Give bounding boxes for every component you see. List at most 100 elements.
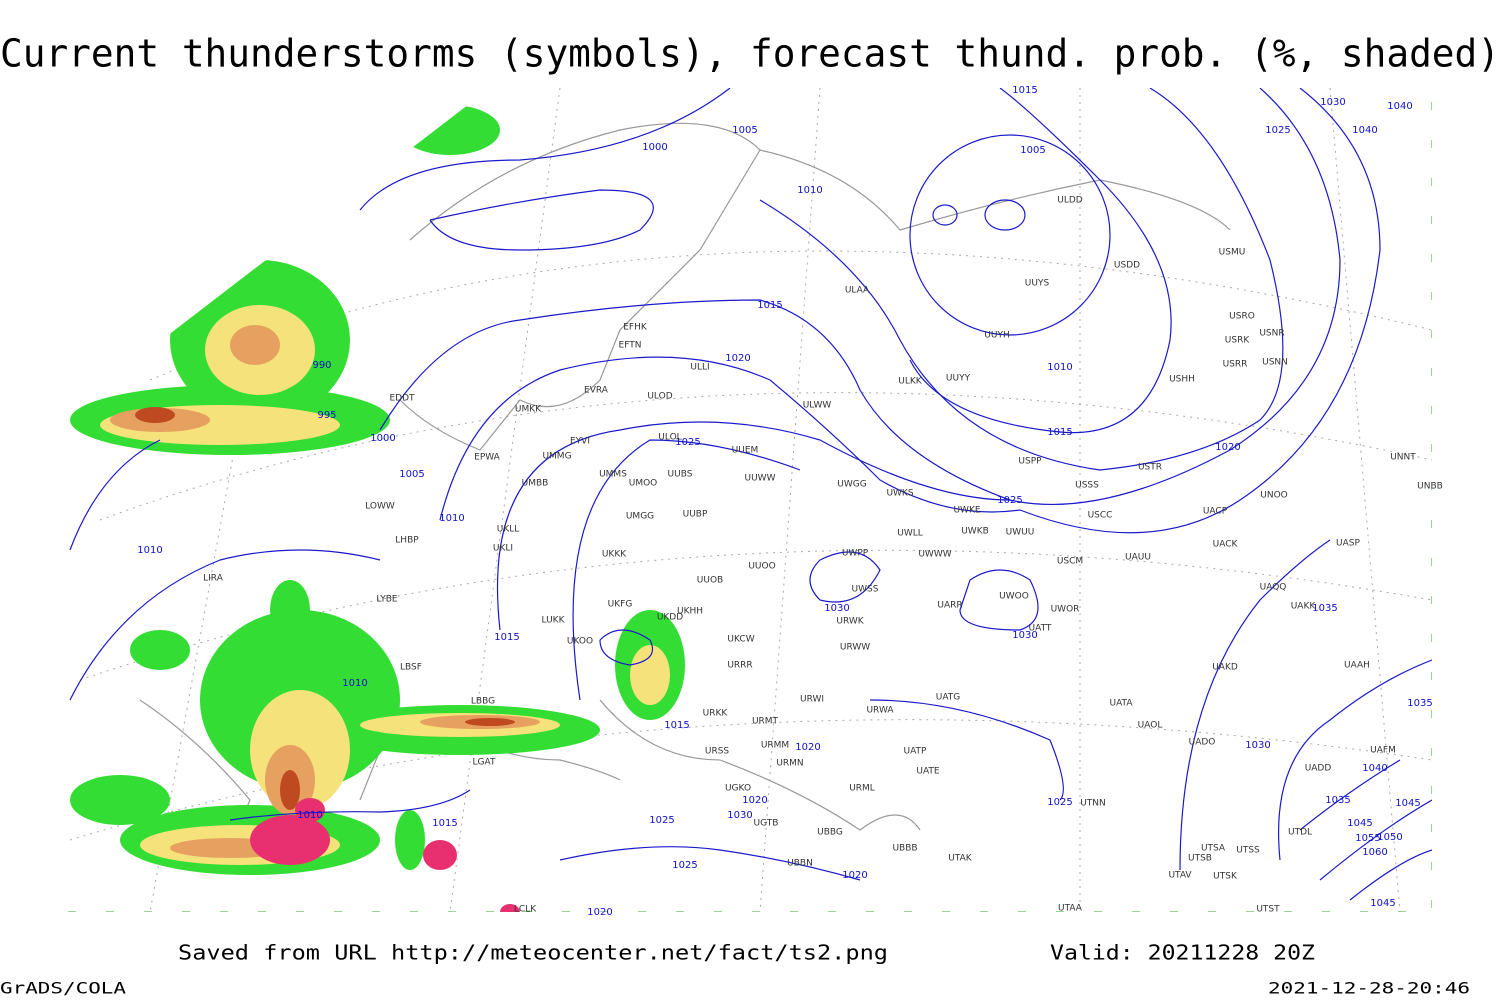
station-label: UATG [936,693,961,703]
isobar-label: 1015 [432,818,457,829]
isobar-label: 1020 [795,742,820,753]
isobar-label: 1045 [1347,818,1372,829]
station-label: UWGG [837,480,866,490]
isobar-label: 1005 [399,469,424,480]
isobar-label: 1030 [727,810,752,821]
station-label: UKDD [657,613,683,623]
station-label: UTSB [1188,854,1212,864]
station-label: UWWW [918,550,951,560]
station-label: EVRA [584,386,609,396]
isobar-label: 1020 [742,795,767,806]
isobar-label: 1010 [297,810,322,821]
station-label: UTAA [1058,904,1083,914]
station-label: URMT [752,717,779,727]
isobar-label: 1040 [1387,101,1412,112]
station-label: EDDT [389,394,415,404]
station-label: USRR [1223,360,1248,370]
station-label: URMN [776,759,803,769]
isobar-label: 1060 [1362,847,1387,858]
station-label: ULOD [647,392,672,402]
station-label: UMKK [515,405,542,415]
station-label: LOWW [365,502,395,512]
isobar-label: 1020 [725,353,750,364]
station-label: UWSS [852,585,879,595]
station-label: UKLI [493,544,513,554]
station-label: UTSS [1236,846,1260,856]
isobar-label: 1045 [1395,798,1420,809]
station-label: UTSK [1213,872,1238,882]
station-label: UMMG [542,452,571,462]
station-label: ULLI [690,363,709,373]
station-label: UWOO [999,592,1029,602]
isobar-label: 1015 [494,632,519,643]
station-label: LBBG [471,697,495,707]
isobar-label: 1010 [797,185,822,196]
station-label: UTNN [1080,799,1106,809]
station-label: URWI [800,695,824,705]
station-label: USNN [1262,358,1288,368]
station-label: URSS [705,747,730,757]
station-label: UUEM [732,446,759,456]
station-label: USRO [1229,312,1255,322]
station-label: URWA [866,706,894,716]
station-label: UKKK [602,550,627,560]
station-label: ULOL [658,433,681,443]
isobar-label: 1000 [370,433,395,444]
station-label: UAOL [1138,721,1163,731]
isobar-label: 1010 [137,545,162,556]
station-label: UTDL [1288,828,1312,838]
station-label: URKK [703,709,729,719]
station-label: ULAA [845,286,870,296]
station-label: UMGG [626,512,654,522]
station-label: UMMS [599,470,627,480]
isobar-label: 1025 [649,815,674,826]
station-label: UAQQ [1260,583,1287,593]
station-label: UATT [1029,624,1052,634]
isobar-label: 1025 [997,495,1022,506]
isobar-label: 1000 [642,142,667,153]
station-label: UACP [1203,507,1228,517]
station-label: LGAT [473,758,496,768]
station-label: LYBE [376,595,397,605]
isobar-label: 1010 [1047,362,1072,373]
station-label: USHH [1169,375,1195,385]
station-label: UNBB [1417,482,1443,492]
station-label: USNR [1259,329,1284,339]
station-label: URMM [761,741,789,751]
isobar-label: 1025 [675,437,700,448]
station-label: UUOB [697,576,723,586]
station-label: USTR [1138,463,1162,473]
valid-time: Valid: 20211228 20Z [1050,941,1315,965]
station-label: UASP [1336,539,1360,549]
station-label: ULWW [803,401,832,411]
station-label: UUBP [683,510,708,520]
station-label: UKOO [567,637,593,647]
isobar-label: 1010 [342,678,367,689]
station-label: UACK [1213,540,1239,550]
isobar-label: 1025 [672,860,697,871]
station-label: UKFG [608,600,633,610]
station-label: UNNT [1390,453,1416,463]
station-label: ULDD [1057,196,1083,206]
station-label: UAKD [1212,663,1238,673]
station-label: EFHK [623,323,648,333]
station-label: LHBP [395,536,419,546]
station-label: UMBB [522,479,549,489]
isobar-label: 1035 [1312,603,1337,614]
station-label: UUOO [748,562,775,572]
station-label: URWK [836,617,864,627]
isobar-label: 1030 [1320,97,1345,108]
station-label: UADO [1189,738,1216,748]
station-label: UGKO [725,784,751,794]
isobar-label: 1015 [757,300,782,311]
isobar-label: 1015 [1012,85,1037,96]
station-label: USDD [1114,261,1140,271]
station-label: EFTN [619,341,642,351]
station-label: LIRA [203,574,224,584]
station-label: UAUU [1125,553,1151,563]
station-label: UUYS [1025,279,1050,289]
station-label: USSS [1075,481,1099,491]
isobar-label: 1005 [1020,145,1045,156]
isobar-label: 1010 [439,513,464,524]
